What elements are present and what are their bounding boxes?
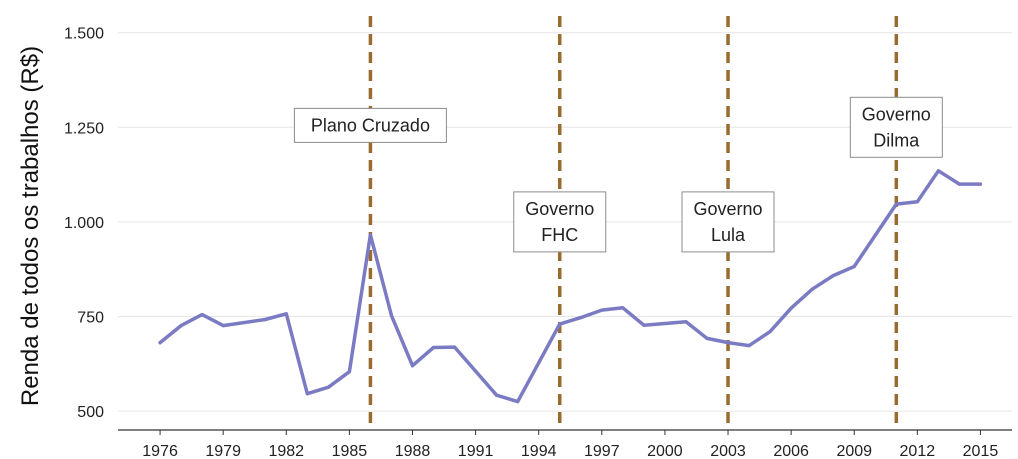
data-point (726, 341, 730, 345)
annotation-text: FHC (541, 225, 578, 245)
data-point (453, 345, 457, 349)
data-point (915, 200, 919, 204)
annotation-text: Plano Cruzado (311, 115, 430, 135)
y-axis-title: Renda de todos os trabalhos (R$) (17, 46, 44, 406)
annotation-box (293, 107, 447, 143)
data-point (831, 274, 835, 278)
data-point (600, 308, 604, 312)
data-point (347, 370, 351, 374)
data-point (158, 341, 162, 345)
annotation-box (681, 191, 775, 253)
data-point (495, 393, 499, 397)
x-tick-label: 1994 (521, 443, 557, 459)
annotation-text: Governo (525, 199, 594, 219)
annotation-label: Governo FHC (513, 191, 607, 253)
data-point (621, 306, 625, 310)
data-point (389, 314, 394, 318)
x-tick-label: 2006 (773, 443, 809, 459)
data-point (810, 287, 814, 291)
y-tick-label: 1.000 (64, 215, 104, 232)
government-markers (368, 16, 899, 430)
series-lines (158, 169, 983, 404)
annotation-box (513, 191, 607, 253)
x-tick-label: 1997 (584, 443, 620, 459)
annotations: Plano CruzadoGovernoFHCGovernoLulaGovern… (293, 96, 943, 253)
data-point (768, 330, 772, 334)
data-point (326, 385, 330, 389)
data-point (684, 320, 688, 324)
x-tick-label: 1985 (332, 443, 368, 459)
data-point (200, 313, 204, 317)
data-point (705, 336, 709, 340)
data-point (558, 322, 562, 326)
annotation-text: Lula (711, 225, 746, 245)
data-point (263, 317, 267, 322)
y-tick-label: 750 (77, 309, 104, 326)
y-tick-label: 1.250 (64, 120, 104, 137)
x-tick-label: 2012 (900, 443, 936, 459)
annotation-text: Governo (862, 104, 931, 124)
y-tick-label: 500 (77, 404, 104, 421)
data-point (431, 345, 436, 350)
data-point (305, 392, 309, 396)
data-point (516, 400, 520, 404)
data-point (284, 312, 288, 316)
data-point (642, 323, 646, 327)
axes: 500 750 1.000 1.250 1.500 1976 1979 1982 1985 198… (64, 26, 1012, 459)
data-point (978, 182, 983, 186)
data-point (789, 306, 793, 310)
annotation-label: Governo Lula (681, 191, 775, 253)
data-point (894, 202, 898, 206)
x-tick-label: 2015 (963, 443, 999, 459)
x-tick-label: 1988 (395, 443, 431, 459)
data-point (221, 324, 225, 328)
x-tick-label: 2009 (836, 443, 872, 459)
annotation-label: Governo Dilma (849, 96, 943, 158)
data-point (579, 316, 583, 320)
annotation-text: Governo (694, 199, 763, 219)
x-tick-label: 1982 (268, 443, 304, 459)
data-point (368, 233, 372, 237)
data-point (747, 344, 751, 348)
data-point (936, 169, 941, 173)
x-tick-label: 2003 (710, 443, 746, 459)
x-tick-label: 1991 (458, 443, 494, 459)
data-point (179, 324, 183, 328)
data-point (852, 264, 856, 269)
annotation-text: Dilma (873, 130, 920, 150)
data-point (957, 182, 962, 186)
x-tick-label: 2000 (647, 443, 683, 459)
data-point (410, 364, 415, 368)
annotation-label: Plano Cruzado (293, 107, 447, 143)
annotation-box (849, 96, 943, 158)
y-tick-label: 1.500 (64, 26, 104, 43)
x-tick-label: 1976 (142, 443, 178, 459)
x-tick-label: 1979 (205, 443, 241, 459)
